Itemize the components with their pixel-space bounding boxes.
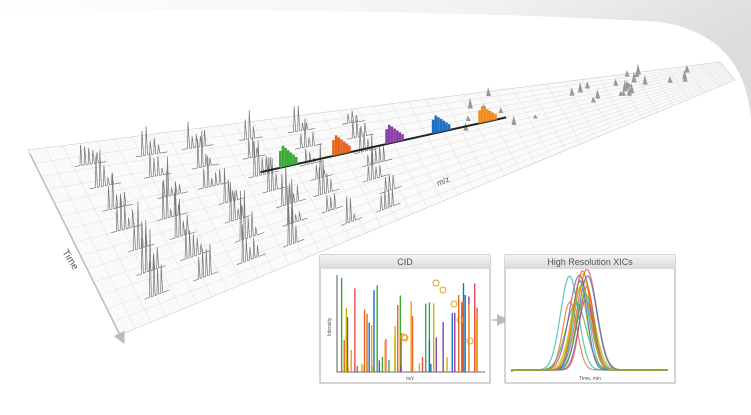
precursor-peak [442, 121, 445, 132]
far-peak [636, 63, 641, 74]
precursor-peak [340, 139, 343, 154]
time-axis-label: Time [59, 248, 80, 273]
x-axis-label: Time, min [579, 376, 601, 382]
cid-panel: CID Intensity m/z [320, 255, 490, 383]
precursor-peak [393, 128, 396, 142]
panel-title: High Resolution XICs [547, 257, 633, 267]
precursor-peak [385, 129, 388, 144]
precursor-peak [399, 132, 402, 141]
precursor-peak [481, 106, 484, 122]
precursor-peak [348, 146, 351, 153]
precursor-peak [292, 155, 295, 165]
precursor-peak [494, 114, 497, 120]
precursor-peak [437, 117, 440, 132]
precursor-peak [332, 140, 335, 156]
precursor-peak [486, 109, 489, 121]
precursor-peak [282, 146, 285, 167]
precursor-peak [284, 148, 287, 166]
precursor-peak [445, 122, 448, 130]
precursor-peak [401, 134, 404, 140]
y-axis-label: Intensity [327, 317, 333, 336]
precursor-peak [440, 119, 443, 132]
precursor-peak [287, 150, 290, 166]
illustration: Time m/z CID Intensity m/z High Resoluti… [0, 0, 751, 415]
precursor-peak [343, 141, 346, 153]
precursor-peak [492, 113, 495, 121]
precursor-peak [434, 115, 437, 133]
precursor-peak [290, 153, 293, 166]
precursor-peak [448, 124, 451, 130]
precursor-peak [478, 110, 481, 123]
precursor-peak [484, 108, 487, 122]
precursor-peak [388, 125, 391, 144]
precursor-peak [279, 151, 282, 168]
panel-title: CID [397, 257, 413, 267]
precursor-peak [391, 127, 394, 143]
xic-panel: High Resolution XICs Time, min [505, 255, 675, 383]
precursor-peak [345, 143, 348, 152]
precursor-peak [432, 120, 435, 134]
precursor-peak [337, 137, 340, 154]
precursor-peak [335, 135, 338, 155]
precursor-peak [489, 111, 492, 121]
precursor-peak [396, 130, 399, 141]
precursor-peak [295, 157, 298, 164]
x-axis-label: m/z [406, 376, 415, 382]
